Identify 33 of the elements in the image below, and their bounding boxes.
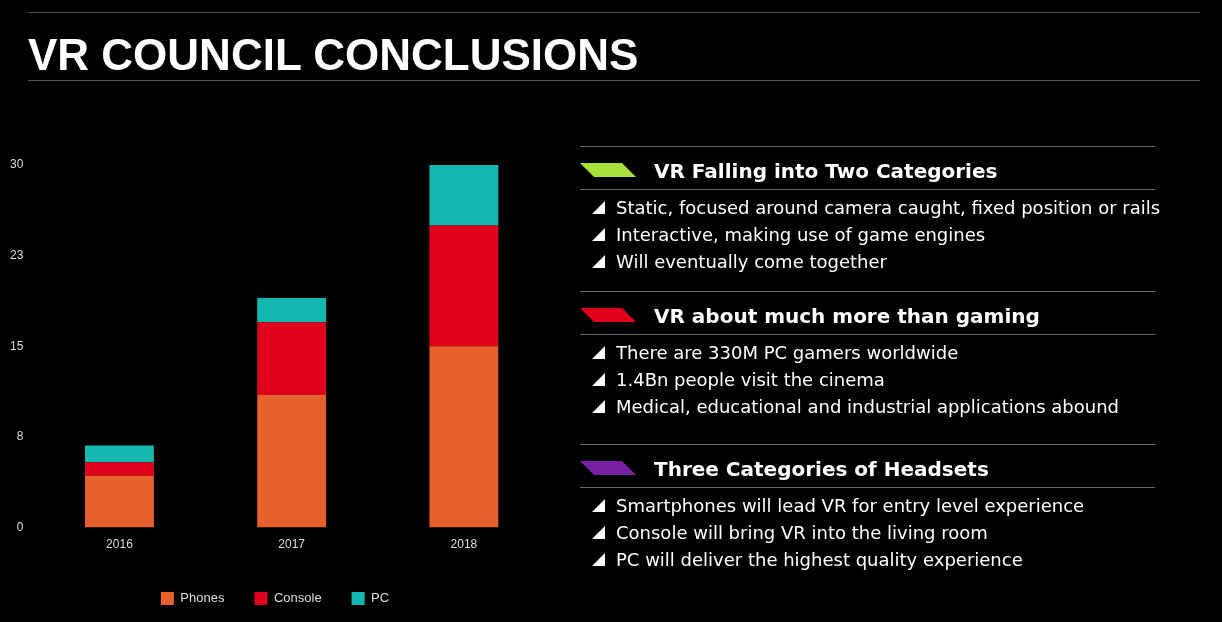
text: Smartphones will lead VR for entry level experience [615,494,1086,518]
bar [429,225,499,347]
legend-label: Console [273,590,322,606]
text: VR about much more than gaming [654,304,1040,328]
y-tick-label: 15 [9,338,24,353]
bar [429,346,499,528]
x-tick-label: 2017 [278,537,306,552]
bar [429,165,499,226]
text: Medical, educational and industrial applications abound [615,395,1120,419]
text: Static, focused around camera caught, fixed position or rails [615,196,1161,220]
text: Will eventually come together [615,250,888,274]
legend-label: PC [371,590,390,606]
bar [257,297,327,323]
bar [85,445,154,463]
x-tick-label: 2018 [450,537,478,552]
text: PC will deliver the highest quality experience [615,548,1024,572]
text: 1.4Bn people visit the cinema [615,368,886,392]
text: Interactive, making use of game engines [615,223,987,247]
text: Console will bring VR into the living room [615,521,989,545]
bar [85,462,154,476]
bar [257,322,327,395]
bar [257,394,327,528]
y-tick-label: 0 [16,519,24,534]
text: There are 330M PC gamers worldwide [615,341,960,365]
chart-title: VR COUNCIL CONCLUSIONS [28,30,639,80]
bar [85,475,154,528]
legend-label: Phones [180,590,225,606]
y-tick-label: 8 [16,429,24,444]
x-tick-label: 2016 [106,537,134,552]
text: VR Falling into Two Categories [654,159,998,183]
y-tick-label: 23 [9,247,24,262]
text: Three Categories of Headsets [654,457,989,481]
y-tick-label: 30 [9,157,24,172]
